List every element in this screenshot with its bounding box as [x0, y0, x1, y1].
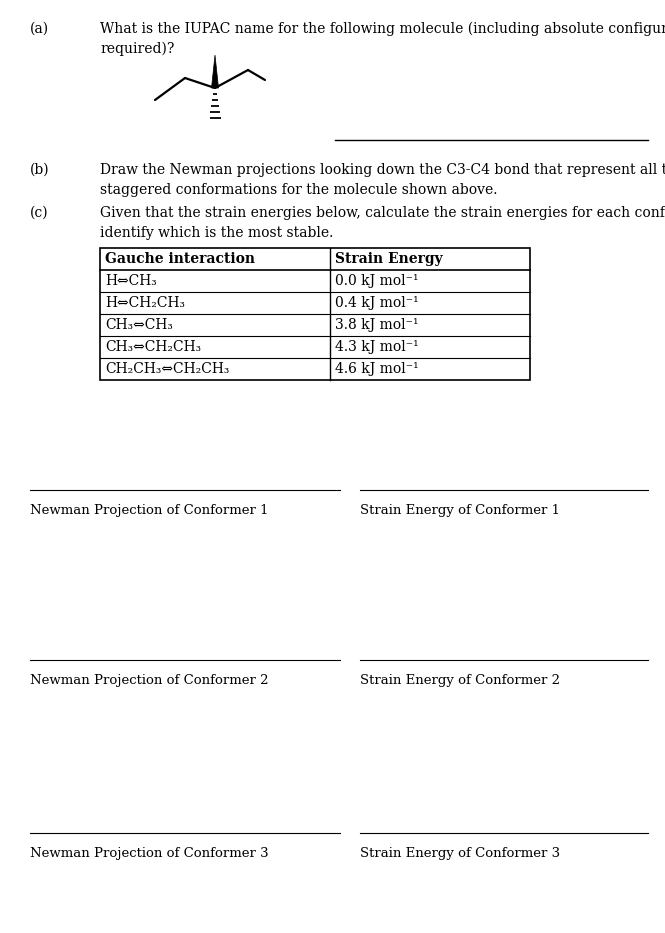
Text: 4.3 kJ mol⁻¹: 4.3 kJ mol⁻¹ [335, 340, 419, 354]
Text: 3.8 kJ mol⁻¹: 3.8 kJ mol⁻¹ [335, 318, 418, 332]
Text: CH₃⇔CH₃: CH₃⇔CH₃ [105, 318, 173, 332]
Text: 0.4 kJ mol⁻¹: 0.4 kJ mol⁻¹ [335, 296, 419, 310]
Text: identify which is the most stable.: identify which is the most stable. [100, 226, 333, 240]
Text: Newman Projection of Conformer 2: Newman Projection of Conformer 2 [30, 674, 269, 687]
Text: Strain Energy of Conformer 3: Strain Energy of Conformer 3 [360, 847, 560, 860]
Text: Gauche interaction: Gauche interaction [105, 252, 255, 266]
Text: (a): (a) [30, 22, 49, 36]
Bar [100, 248, 530, 380]
Text: required)?: required)? [100, 42, 174, 56]
Text: CH₂CH₃⇔CH₂CH₃: CH₂CH₃⇔CH₂CH₃ [105, 362, 229, 376]
Text: Given that the strain energies below, calculate the strain energies for each con: Given that the strain energies below, ca… [100, 206, 665, 220]
Text: Draw the Newman projections looking down the C3-C4 bond that represent all the t: Draw the Newman projections looking down… [100, 163, 665, 177]
Text: What is the IUPAC name for the following molecule (including absolute configurat: What is the IUPAC name for the following… [100, 22, 665, 36]
Text: CH₃⇔CH₂CH₃: CH₃⇔CH₂CH₃ [105, 340, 201, 354]
Text: Newman Projection of Conformer 3: Newman Projection of Conformer 3 [30, 847, 269, 860]
Text: (b): (b) [30, 163, 50, 177]
Text: Strain Energy of Conformer 2: Strain Energy of Conformer 2 [360, 674, 560, 687]
Text: (c): (c) [30, 206, 49, 220]
Text: Strain Energy: Strain Energy [335, 252, 443, 266]
Text: Strain Energy of Conformer 1: Strain Energy of Conformer 1 [360, 504, 560, 517]
Text: H⇔CH₃: H⇔CH₃ [105, 274, 157, 288]
Text: 0.0 kJ mol⁻¹: 0.0 kJ mol⁻¹ [335, 274, 418, 288]
Text: Newman Projection of Conformer 1: Newman Projection of Conformer 1 [30, 504, 269, 517]
Text: staggered conformations for the molecule shown above.: staggered conformations for the molecule… [100, 183, 497, 197]
Text: H⇔CH₂CH₃: H⇔CH₂CH₃ [105, 296, 185, 310]
Text: 4.6 kJ mol⁻¹: 4.6 kJ mol⁻¹ [335, 362, 419, 376]
Polygon shape [211, 55, 219, 88]
